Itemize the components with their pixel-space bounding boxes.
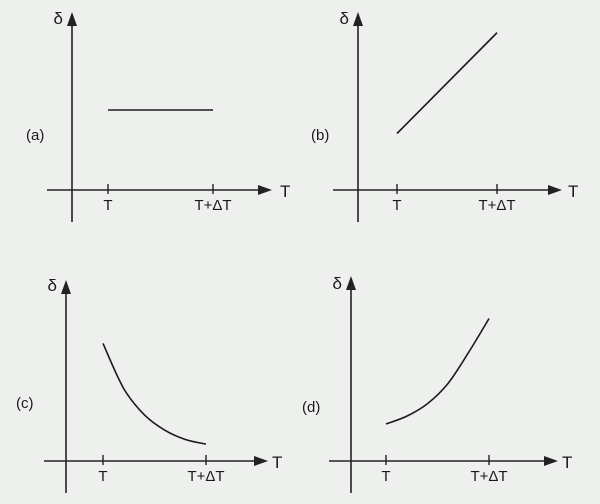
- panel-d-x-axis-arrow: [544, 456, 558, 466]
- panel-a-tick-label-t-dt: T+ΔT: [194, 197, 231, 214]
- panel-a-x-axis-arrow: [258, 185, 272, 195]
- panel-b-y-axis-arrow: [353, 12, 363, 26]
- panel-b-tick-label-t: T: [392, 197, 401, 214]
- panel-d-curve: [385, 318, 490, 425]
- panel-c-x-axis-arrow: [254, 456, 268, 466]
- panel-c-label: (c): [16, 395, 34, 412]
- panel-b-curve: [396, 32, 498, 135]
- panel-d-tick-label-t-dt: T+ΔT: [470, 468, 507, 485]
- panel-a-y-axis-arrow: [67, 12, 77, 26]
- panel-c-curve: [102, 343, 207, 445]
- panel-d-y-axis-arrow: [346, 276, 356, 290]
- panel-b-x-axis-label: T: [568, 182, 578, 201]
- panel-d-tick-label-t: T: [381, 468, 390, 485]
- panel-d-x-axis-label: T: [562, 453, 572, 472]
- panel-a-tick-label-t: T: [103, 197, 112, 214]
- panel-b-label: (b): [311, 127, 329, 144]
- panel-b-tick-label-t-dt: T+ΔT: [478, 197, 515, 214]
- panel-b-x-axis-arrow: [548, 185, 562, 195]
- panel-a-y-axis-label: δ: [54, 9, 63, 28]
- panel-d-y-axis-label: δ: [333, 274, 342, 293]
- panel-c-x-axis-label: T: [272, 453, 282, 472]
- panel-c-tick-label-t-dt: T+ΔT: [187, 468, 224, 485]
- panel-a-x-axis-label: T: [280, 182, 290, 201]
- panel-c-y-axis-label: δ: [48, 276, 57, 295]
- panel-a-label: (a): [26, 127, 44, 144]
- panel-d-label: (d): [302, 399, 320, 416]
- panel-b-y-axis-label: δ: [340, 9, 349, 28]
- panel-c-y-axis-arrow: [61, 280, 71, 294]
- panel-c-tick-label-t: T: [98, 468, 107, 485]
